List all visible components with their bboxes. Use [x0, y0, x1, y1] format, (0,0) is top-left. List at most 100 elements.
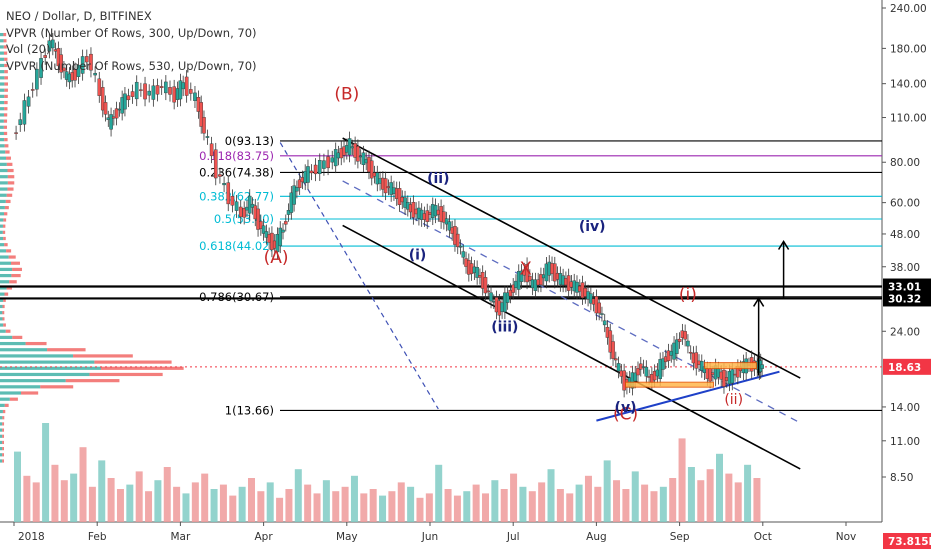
volume-bar	[444, 489, 452, 522]
volume-bar	[238, 486, 246, 522]
candle-body	[168, 87, 172, 95]
vpvr-bar-down	[4, 243, 8, 247]
candle-body	[59, 54, 63, 73]
fib-label: 0.786(30.67)	[199, 290, 274, 304]
legend-indicator-vol[interactable]: Vol (20)	[6, 42, 51, 56]
vpvr-bar-up	[0, 459, 3, 463]
vpvr-bar-up	[0, 168, 8, 173]
support-zone-box	[625, 381, 715, 388]
candle-body	[317, 160, 322, 174]
vpvr-bar-up	[0, 286, 7, 290]
volume-bar	[191, 482, 199, 522]
volume-bar	[257, 491, 265, 522]
vpvr-bar-up	[0, 119, 4, 123]
candle-body	[35, 68, 39, 90]
legend-symbol[interactable]: NEO / Dollar, D, BITFINEX	[6, 9, 152, 23]
legend-indicator-vpvr-300[interactable]: VPVR (Number Of Rows, 300, Up/Down, 70)	[6, 25, 257, 40]
candle-body	[234, 201, 239, 211]
volume-bar	[397, 482, 405, 522]
candle-body	[43, 55, 47, 58]
candle-body	[139, 89, 143, 91]
wave-label: (i)	[679, 285, 697, 305]
y-tick-label: 8.50	[890, 472, 913, 484]
vpvr-bar-down	[6, 193, 13, 197]
candle-body	[455, 233, 460, 248]
candle-body	[666, 350, 671, 361]
volume-bar	[23, 475, 31, 522]
candle-body	[309, 170, 314, 174]
vpvr-bar-down	[2, 434, 5, 438]
vpvr-bar-up	[0, 230, 3, 234]
vpvr-bar-up	[0, 181, 8, 185]
candle-body	[677, 338, 682, 342]
vpvr-bar-up	[0, 175, 8, 179]
vpvr-bar-up	[0, 243, 5, 247]
vpvr-bar-down	[101, 366, 184, 370]
vpvr-bar-up	[0, 218, 4, 222]
vpvr-bar-up	[0, 428, 3, 432]
volume-bar	[716, 453, 723, 522]
vpvr-bar-up	[0, 51, 4, 55]
volume-bar	[491, 480, 499, 522]
vpvr-bar-down	[6, 162, 13, 166]
volume-bar	[350, 475, 358, 522]
candle-body	[486, 290, 491, 293]
wave-label: (A)	[264, 248, 289, 268]
vpvr-bar-down	[11, 273, 21, 278]
candle-body	[218, 174, 222, 177]
vpvr-bar-down	[2, 230, 6, 234]
vpvr-bar-up	[0, 70, 5, 74]
wave-label: (ii)	[724, 392, 743, 408]
volume-bar	[407, 486, 415, 522]
vpvr-bar-up	[0, 150, 6, 154]
vpvr-bar-up	[0, 416, 3, 420]
vpvr-bar-up	[0, 107, 5, 111]
volume-bar	[42, 423, 50, 522]
candle-body	[322, 160, 326, 169]
vpvr-bar-down	[5, 150, 10, 154]
vpvr-bar-up	[0, 403, 5, 407]
y-tick-label: 38.00	[890, 262, 920, 274]
volume-bar	[519, 486, 527, 522]
x-tick-label: May	[336, 531, 358, 543]
candle-body	[708, 368, 712, 382]
candle-body	[519, 270, 524, 282]
candle-body	[93, 72, 97, 76]
candle-body	[181, 82, 185, 90]
vpvr-bar-up	[0, 304, 3, 309]
volume-bar	[126, 484, 134, 522]
candle-body	[114, 108, 119, 119]
vpvr-bar-up	[0, 255, 9, 259]
vpvr-bar-up	[0, 323, 4, 327]
legend-indicator-vpvr-530[interactable]: VPVR (Number Of Rows, 530, Up/Down, 70)	[6, 58, 257, 73]
candle-body	[178, 80, 183, 100]
candle-body	[109, 114, 113, 130]
vpvr-bar-down	[4, 292, 9, 296]
vpvr-bar-down	[4, 144, 9, 148]
candle-body	[597, 302, 601, 314]
candle-body	[483, 277, 488, 294]
blue-support	[596, 370, 780, 422]
vpvr-bar-down	[3, 323, 6, 327]
candle-body	[123, 93, 127, 110]
vpvr-bar-down	[3, 218, 7, 222]
candle-body	[259, 221, 263, 229]
candle-body	[525, 263, 529, 283]
vpvr-bar-up	[0, 335, 13, 339]
vpvr-bar-up	[0, 440, 3, 445]
candle-body	[242, 208, 246, 218]
vpvr-bar-down	[2, 422, 5, 426]
candle-body	[611, 341, 615, 359]
vpvr-bar-up	[0, 273, 12, 278]
y-tick-label: 11.00	[890, 436, 920, 448]
vpvr-bar-down	[65, 379, 120, 383]
volume-bar	[566, 493, 574, 522]
volume-bar	[510, 473, 518, 522]
vpvr-bar-up	[0, 379, 66, 383]
vpvr-bar-down	[9, 280, 17, 284]
volume-bar	[575, 484, 583, 522]
price-badge-label: 30.32	[888, 293, 921, 305]
fib-label: 0(93.13)	[225, 134, 274, 148]
vpvr-bar-down	[2, 304, 5, 309]
